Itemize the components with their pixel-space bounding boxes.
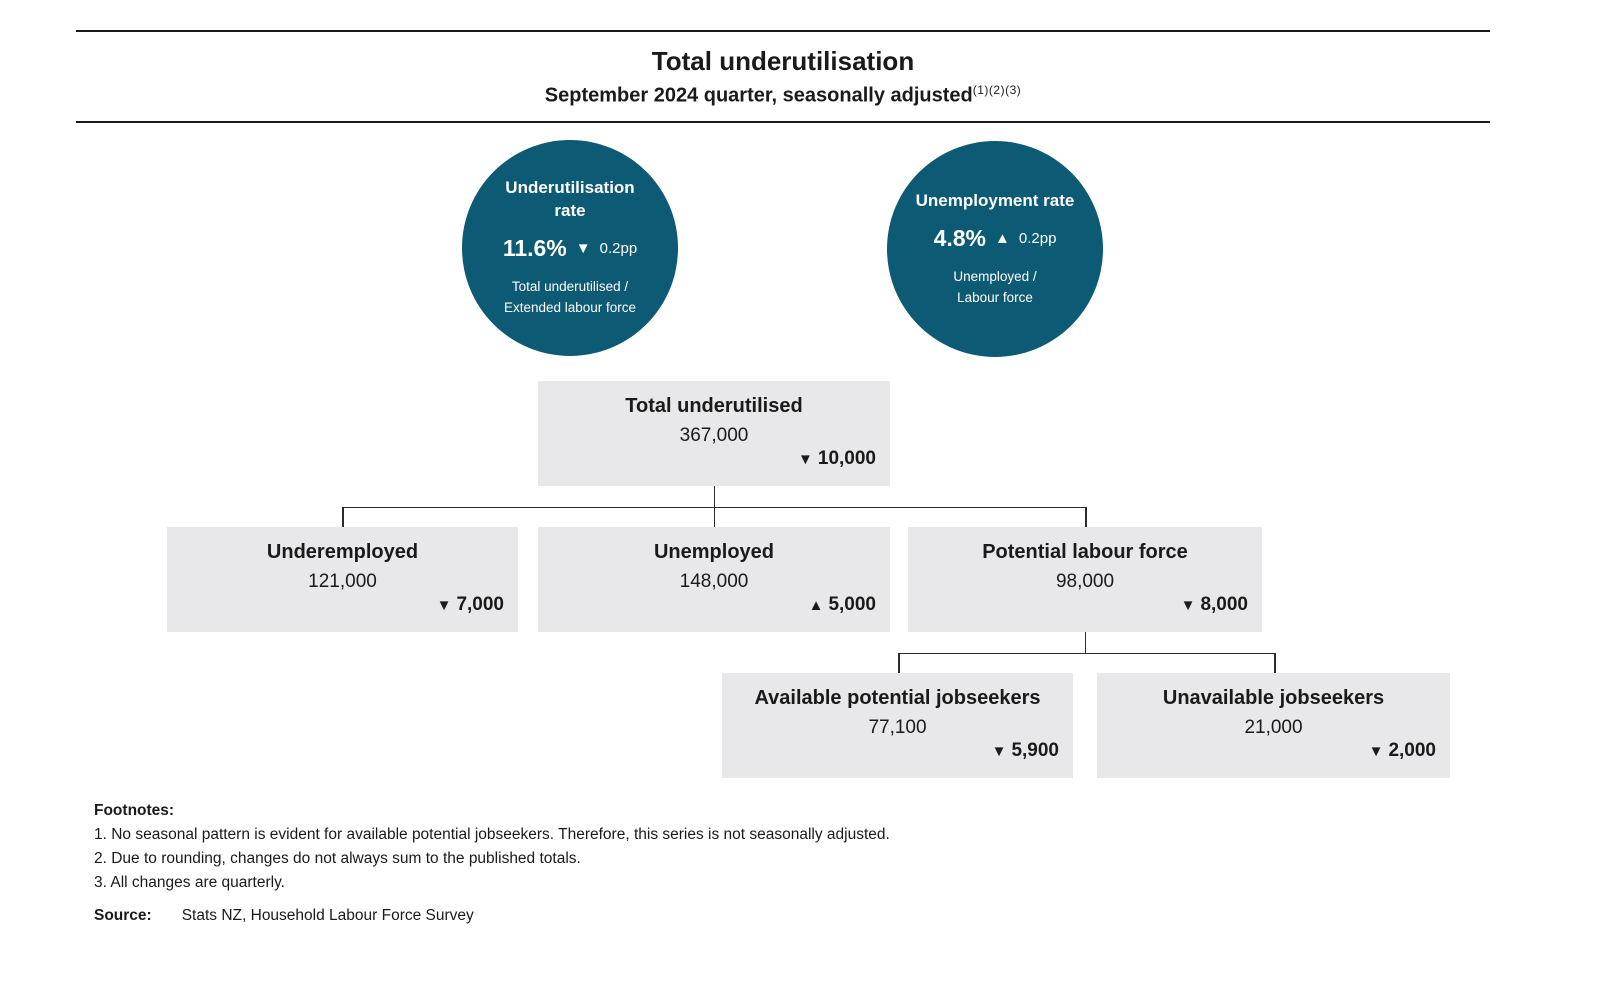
node-change: ▼ 10,000 (552, 448, 876, 470)
rate-formula: Total underutilised / Extended labour fo… (504, 277, 636, 319)
node-label: Potential labour force (982, 541, 1188, 563)
chart-subtitle: September 2024 quarter, seasonally adjus… (76, 83, 1490, 108)
circle-title: Underutilisation rate (505, 178, 635, 220)
node-change: ▼ 2,000 (1111, 740, 1436, 762)
rate-change: 0.2pp (1018, 229, 1057, 247)
rate-row: 4.8% ▲ 0.2pp (934, 225, 1057, 252)
node-change-value: 7,000 (456, 594, 504, 615)
connector-drop-potential (1085, 506, 1087, 527)
node-value: 121,000 (308, 571, 377, 592)
node-available-potential-jobseekers: Available potential jobseekers 77,100 ▼ 5… (722, 673, 1073, 778)
node-label: Total underutilised (625, 395, 803, 417)
rate-change: 0.2pp (599, 239, 638, 257)
footnotes-heading: Footnotes: (94, 802, 175, 819)
chart-title: Total underutilisation (651, 46, 915, 76)
connector-total-horizontal (342, 506, 1086, 508)
node-value: 148,000 (679, 571, 749, 592)
node-unemployed: Unemployed 148,000 ▲ 5,000 (538, 527, 890, 632)
node-total-underutilised: Total underutilised 367,000 ▼ 10,000 (538, 381, 890, 486)
node-change-value: 5,900 (1011, 740, 1059, 761)
node-potential-labour-force: Potential labour force 98,000 ▼ 8,000 (908, 527, 1262, 632)
rate-value: 11.6% (502, 234, 567, 261)
unemployment-rate-circle: Unemployment rate 4.8% ▲ 0.2pp Unemploye… (887, 141, 1103, 357)
footnote-markers: (1)(2)(3) (972, 83, 1022, 97)
node-change: ▼ 8,000 (922, 594, 1248, 616)
formula-line1: Unemployed / (953, 268, 1037, 284)
rate-row: 11.6% ▼ 0.2pp (503, 235, 637, 262)
connector-drop-underemployed (342, 506, 344, 527)
footnotes: Footnotes: 1. No seasonal pattern is evi… (94, 799, 890, 928)
chart-header: Total underutilisation September 2024 qu… (76, 46, 1490, 108)
node-underemployed: Underemployed 121,000 ▼ 7,000 (167, 527, 518, 632)
subtitle-text: September 2024 quarter, seasonally adjus… (544, 84, 973, 107)
node-value: 21,000 (1244, 717, 1303, 738)
connector-potential-mid (1084, 632, 1086, 653)
footnote-1: 1. No seasonal pattern is evident for av… (94, 826, 890, 843)
down-triangle-icon: ▼ (436, 597, 452, 614)
node-unavailable-jobseekers: Unavailable jobseekers 21,000 ▼ 2,000 (1097, 673, 1450, 778)
connector-drop-available (898, 652, 900, 673)
node-change-value: 10,000 (817, 448, 876, 469)
node-change-value: 5,000 (828, 594, 876, 615)
top-rule (76, 30, 1490, 32)
source-row: Source: Stats NZ, Household Labour Force … (94, 904, 890, 928)
down-triangle-icon: ▼ (1368, 743, 1384, 760)
down-triangle-icon: ▼ (1180, 597, 1196, 614)
connector-potential-horizontal (898, 652, 1275, 654)
down-triangle-icon: ▼ (575, 239, 591, 257)
down-triangle-icon: ▼ (798, 451, 813, 468)
connector-drop-unavailable (1274, 652, 1276, 673)
node-change-value: 8,000 (1200, 594, 1248, 615)
node-change: ▼ 5,900 (736, 740, 1059, 762)
formula-line2: Labour force (957, 289, 1033, 305)
formula-line2: Extended labour force (503, 299, 637, 315)
node-label: Available potential jobseekers (754, 687, 1041, 709)
down-triangle-icon: ▼ (991, 743, 1007, 760)
node-value: 367,000 (679, 425, 749, 446)
node-change: ▲ 5,000 (552, 594, 876, 616)
node-label: Underemployed (266, 541, 419, 563)
underutilisation-rate-circle: Underutilisation rate 11.6% ▼ 0.2pp Tota… (462, 140, 678, 356)
up-triangle-icon: ▲ (995, 229, 1010, 247)
circle-title: Unemployment rate (915, 190, 1075, 210)
source-label: Source: (94, 907, 152, 924)
source-text: Stats NZ, Household Labour Force Survey (181, 907, 474, 924)
node-change: ▼ 7,000 (181, 594, 504, 616)
node-value: 77,100 (868, 717, 927, 738)
node-label: Unavailable jobseekers (1162, 687, 1385, 709)
formula-line1: Total underutilised / (511, 278, 629, 294)
footnote-3: 3. All changes are quarterly. (94, 874, 285, 891)
up-triangle-icon: ▲ (808, 597, 824, 614)
footnote-2: 2. Due to rounding, changes do not alway… (94, 850, 581, 867)
rate-formula: Unemployed / Labour force (953, 267, 1036, 309)
bottom-rule (76, 121, 1490, 123)
node-value: 98,000 (1055, 571, 1115, 592)
rate-value: 4.8% (933, 224, 987, 251)
node-label: Unemployed (653, 541, 775, 563)
node-change-value: 2,000 (1388, 740, 1436, 761)
